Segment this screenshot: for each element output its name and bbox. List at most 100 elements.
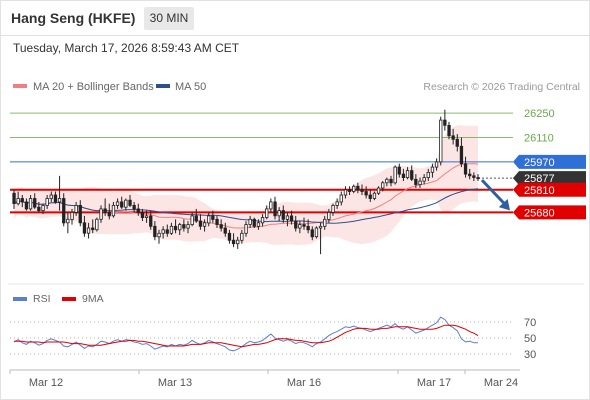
level-value: 26250 bbox=[524, 108, 555, 120]
candle-body bbox=[368, 194, 372, 199]
candle bbox=[281, 205, 285, 223]
candle-body bbox=[49, 194, 53, 199]
credit-text: Research © 2026 Trading Central bbox=[423, 81, 580, 93]
candle bbox=[149, 210, 153, 230]
level-label-26110: 26110 bbox=[524, 133, 554, 145]
candle-body bbox=[430, 166, 435, 173]
candle bbox=[178, 222, 182, 236]
candle bbox=[389, 175, 393, 187]
candle-body bbox=[376, 187, 381, 194]
candle bbox=[173, 219, 178, 234]
candle-body bbox=[372, 192, 377, 199]
candle-body bbox=[318, 225, 323, 229]
candle-body bbox=[434, 161, 439, 168]
candle-body bbox=[140, 211, 145, 218]
candle bbox=[231, 233, 236, 248]
candle-body bbox=[28, 198, 33, 210]
level-label-26250: 26250 bbox=[524, 108, 555, 120]
candle-body bbox=[356, 185, 360, 191]
candle bbox=[298, 221, 302, 234]
price-chart bbox=[10, 109, 513, 255]
candle bbox=[376, 186, 381, 195]
candle-body bbox=[124, 199, 128, 208]
rsi-tick-label: 70 bbox=[524, 317, 536, 329]
level-value: 25680 bbox=[524, 207, 555, 219]
candle-body bbox=[422, 177, 426, 182]
candle-body bbox=[468, 173, 472, 177]
candle-body bbox=[455, 138, 459, 147]
candle bbox=[472, 172, 476, 182]
candle bbox=[82, 215, 87, 237]
legend-label-ma50: MA 50 bbox=[175, 81, 206, 93]
candle bbox=[91, 219, 95, 234]
candle-body bbox=[393, 166, 397, 184]
candle-body bbox=[269, 201, 273, 210]
candle-body bbox=[53, 194, 58, 203]
candle-body bbox=[414, 178, 418, 185]
x-tick-label: Mar 13 bbox=[158, 377, 192, 389]
level-label-25970: 25970 bbox=[513, 154, 586, 169]
candle bbox=[157, 229, 161, 244]
candle-body bbox=[302, 224, 306, 227]
candle bbox=[78, 200, 82, 227]
candle-body bbox=[223, 227, 227, 234]
legend-swatch-ma50 bbox=[156, 84, 170, 88]
candle-body bbox=[277, 210, 281, 217]
candle-body bbox=[82, 222, 87, 234]
x-tick-label: Mar 17 bbox=[417, 377, 451, 389]
forecast-arrow-head bbox=[498, 198, 510, 211]
candle bbox=[405, 167, 410, 180]
candle bbox=[240, 229, 244, 244]
timeframe-button[interactable]: 30 MIN bbox=[144, 7, 194, 30]
candle-body bbox=[294, 220, 298, 229]
level-tag bbox=[513, 205, 586, 220]
candle-body bbox=[298, 224, 302, 229]
candle bbox=[418, 177, 422, 189]
candle bbox=[45, 194, 49, 209]
candle bbox=[352, 184, 356, 194]
candle-body bbox=[248, 218, 252, 225]
candle bbox=[41, 203, 45, 215]
candle bbox=[343, 186, 348, 199]
candle bbox=[12, 189, 16, 209]
candle-body bbox=[381, 182, 385, 189]
candle bbox=[385, 177, 389, 187]
bollinger-band bbox=[14, 125, 478, 245]
candle-body bbox=[107, 211, 111, 217]
candle-body bbox=[149, 215, 153, 227]
candle-body bbox=[111, 204, 116, 217]
candle bbox=[227, 229, 232, 244]
candle-body bbox=[190, 215, 194, 225]
candle bbox=[111, 201, 116, 218]
candle-body bbox=[115, 201, 120, 206]
rsi-tick-label: 30 bbox=[524, 349, 536, 361]
candle-body bbox=[178, 224, 182, 231]
candle-body bbox=[352, 185, 356, 192]
candle-body bbox=[62, 198, 66, 224]
candle bbox=[364, 186, 368, 199]
rsi-tick-label: 50 bbox=[524, 333, 536, 345]
candle bbox=[28, 194, 33, 211]
candle-body bbox=[418, 180, 422, 186]
candle bbox=[236, 236, 240, 249]
header-divider bbox=[0, 35, 590, 36]
candle-body bbox=[410, 170, 414, 180]
legend-swatch-9ma bbox=[62, 297, 76, 301]
candle-body bbox=[41, 204, 45, 211]
candle bbox=[289, 210, 294, 225]
candle-body bbox=[285, 215, 290, 220]
candle-body bbox=[314, 227, 319, 238]
candle-body bbox=[70, 211, 74, 220]
candle bbox=[339, 191, 343, 206]
candle-body bbox=[66, 218, 70, 224]
candle-body bbox=[231, 239, 236, 245]
candle bbox=[381, 181, 385, 192]
candle-body bbox=[364, 191, 368, 196]
x-tick-label: Mar 12 bbox=[29, 377, 63, 389]
candle-body bbox=[339, 194, 343, 203]
candle bbox=[161, 226, 165, 239]
candle-body bbox=[157, 232, 161, 238]
candle bbox=[327, 208, 331, 223]
candle-body bbox=[57, 198, 62, 203]
candle-body bbox=[439, 119, 443, 163]
